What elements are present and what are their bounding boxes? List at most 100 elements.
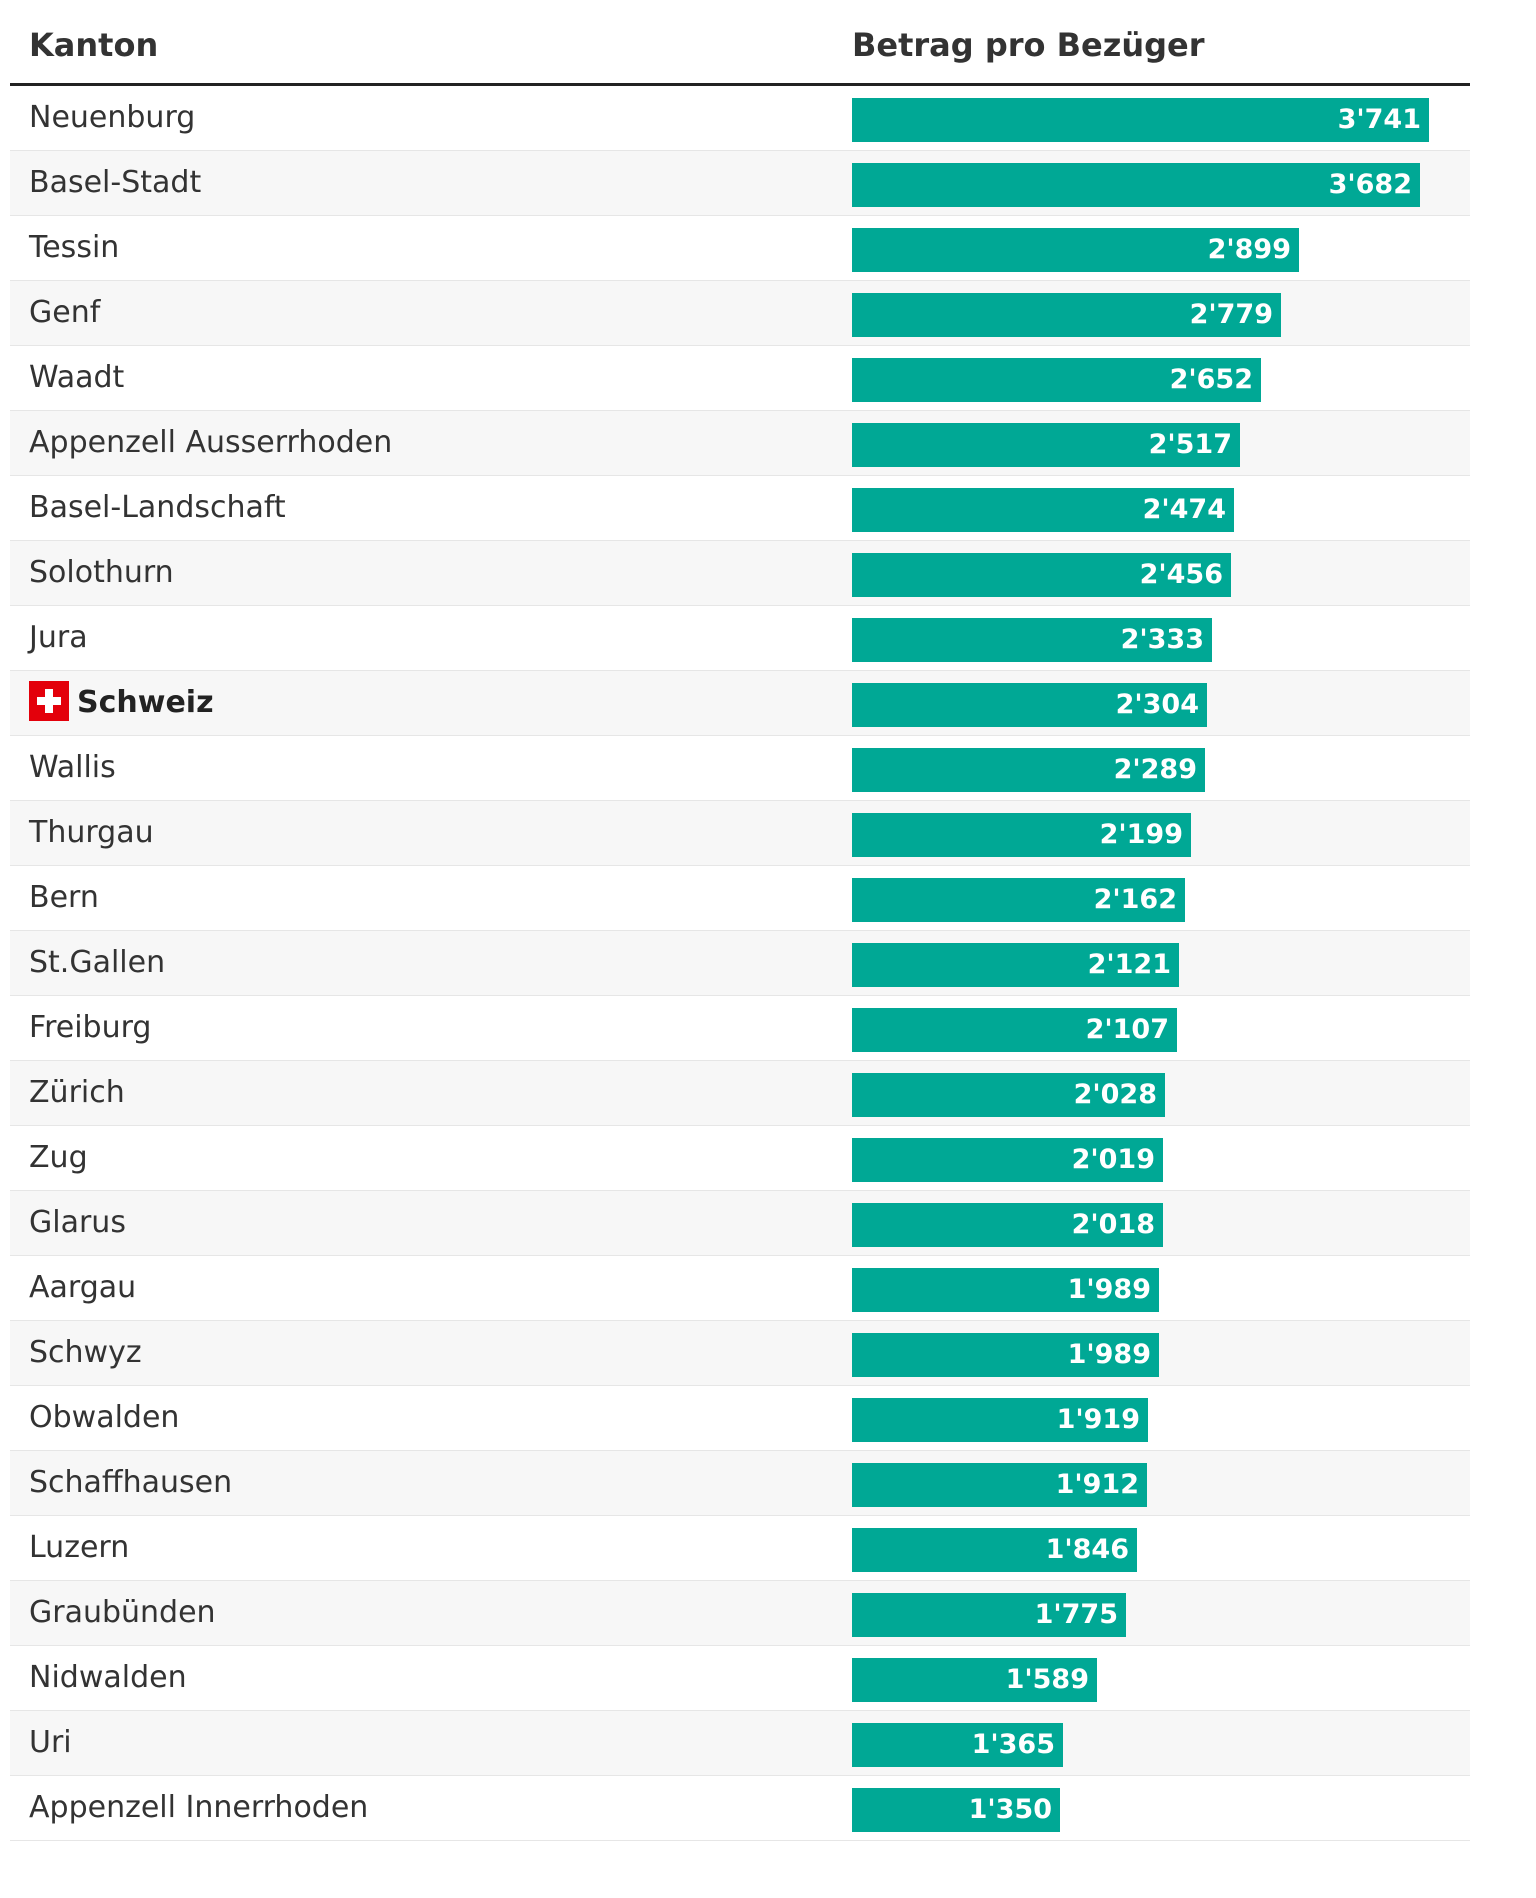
bar-value-label: 2'304 <box>1115 689 1199 720</box>
table-row: Waadt 2'652 <box>10 346 1470 411</box>
bar-value-label: 1'912 <box>1055 1469 1139 1500</box>
row-label-text: Solothurn <box>29 555 174 590</box>
bar: 1'775 <box>852 1593 1126 1637</box>
row-label: Graubünden <box>29 1581 216 1645</box>
row-label: Zürich <box>29 1061 125 1125</box>
row-label: Basel-Landschaft <box>29 476 286 540</box>
bar-value-label: 2'121 <box>1087 949 1171 980</box>
row-label-text: Luzern <box>29 1530 130 1565</box>
bar: 2'333 <box>852 618 1212 662</box>
bar: 1'989 <box>852 1333 1159 1377</box>
row-label-text: Genf <box>29 295 101 330</box>
row-label-text: Glarus <box>29 1205 126 1240</box>
bar-value-label: 2'107 <box>1085 1014 1169 1045</box>
row-label-text: Basel-Stadt <box>29 165 202 200</box>
bar: 1'350 <box>852 1788 1060 1832</box>
table-row: Schweiz 2'304 <box>10 671 1470 736</box>
bar: 2'779 <box>852 293 1281 337</box>
bar: 1'589 <box>852 1658 1097 1702</box>
table-row: Thurgau 2'199 <box>10 801 1470 866</box>
table-header: Kanton Betrag pro Bezüger <box>10 0 1470 86</box>
table-row: Uri 1'365 <box>10 1711 1470 1776</box>
row-label: Thurgau <box>29 801 154 865</box>
row-label: Appenzell Ausserrhoden <box>29 411 392 475</box>
bar: 2'456 <box>852 553 1231 597</box>
bar: 1'365 <box>852 1723 1063 1767</box>
table-row: Zug 2'019 <box>10 1126 1470 1191</box>
row-label: Freiburg <box>29 996 151 1060</box>
column-header-kanton: Kanton <box>29 26 159 64</box>
bar: 2'304 <box>852 683 1207 727</box>
bar-value-label: 1'775 <box>1034 1599 1118 1630</box>
row-label: Zug <box>29 1126 88 1190</box>
bar: 1'989 <box>852 1268 1159 1312</box>
row-label-text: Appenzell Innerrhoden <box>29 1790 369 1825</box>
bar-value-label: 1'989 <box>1067 1339 1151 1370</box>
column-header-betrag: Betrag pro Bezüger <box>852 26 1205 64</box>
row-label: Tessin <box>29 216 119 280</box>
bar-value-label: 2'333 <box>1120 624 1204 655</box>
row-label-text: Bern <box>29 880 99 915</box>
table-row: Jura 2'333 <box>10 606 1470 671</box>
bar-value-label: 1'846 <box>1045 1534 1129 1565</box>
bar: 1'912 <box>852 1463 1147 1507</box>
bar-value-label: 2'517 <box>1148 429 1232 460</box>
row-label-text: Appenzell Ausserrhoden <box>29 425 393 460</box>
bar-value-label: 2'899 <box>1207 234 1291 265</box>
bar-value-label: 3'682 <box>1328 169 1412 200</box>
table-row: Solothurn 2'456 <box>10 541 1470 606</box>
table-row: Appenzell Ausserrhoden 2'517 <box>10 411 1470 476</box>
row-label: Glarus <box>29 1191 126 1255</box>
row-label: Waadt <box>29 346 124 410</box>
bar-value-label: 2'779 <box>1189 299 1273 330</box>
row-label: Neuenburg <box>29 86 195 150</box>
bar: 1'846 <box>852 1528 1137 1572</box>
bar: 2'019 <box>852 1138 1163 1182</box>
table-row: Glarus 2'018 <box>10 1191 1470 1256</box>
bar: 2'121 <box>852 943 1179 987</box>
row-label: Luzern <box>29 1516 129 1580</box>
bar-value-label: 2'199 <box>1099 819 1183 850</box>
row-label: Genf <box>29 281 100 345</box>
table-row: Luzern 1'846 <box>10 1516 1470 1581</box>
bar-value-label: 2'652 <box>1169 364 1253 395</box>
row-label-text: Waadt <box>29 360 125 395</box>
row-label-text: Uri <box>29 1725 72 1760</box>
bar: 2'899 <box>852 228 1299 272</box>
bar-value-label: 2'162 <box>1093 884 1177 915</box>
bar: 2'028 <box>852 1073 1165 1117</box>
row-label-text: Basel-Landschaft <box>29 490 286 525</box>
bar: 2'289 <box>852 748 1205 792</box>
bar: 2'652 <box>852 358 1261 402</box>
bar-chart-table: Kanton Betrag pro Bezüger Neuenburg 3'741… <box>10 0 1470 1841</box>
table-row: Wallis 2'289 <box>10 736 1470 801</box>
row-label: Schaffhausen <box>29 1451 232 1515</box>
row-label: Jura <box>29 606 88 670</box>
table-row: Basel-Stadt 3'682 <box>10 151 1470 216</box>
table-row: Zürich 2'028 <box>10 1061 1470 1126</box>
row-label-text: Aargau <box>29 1270 137 1305</box>
bar: 3'741 <box>852 98 1429 142</box>
bar: 2'018 <box>852 1203 1163 1247</box>
bar-value-label: 1'350 <box>968 1794 1052 1825</box>
row-label-text: Neuenburg <box>29 100 196 135</box>
row-label: Solothurn <box>29 541 174 605</box>
table-row: Freiburg 2'107 <box>10 996 1470 1061</box>
table-row: Genf 2'779 <box>10 281 1470 346</box>
row-label: Uri <box>29 1711 72 1775</box>
bar-value-label: 2'289 <box>1113 754 1197 785</box>
row-label-text: Nidwalden <box>29 1660 187 1695</box>
row-label: Schwyz <box>29 1321 142 1385</box>
bar-value-label: 2'018 <box>1071 1209 1155 1240</box>
row-label-text: Jura <box>29 620 88 655</box>
bar-value-label: 2'456 <box>1139 559 1223 590</box>
row-label-text: Thurgau <box>29 815 154 850</box>
bar: 2'517 <box>852 423 1240 467</box>
bar-value-label: 1'365 <box>971 1729 1055 1760</box>
swiss-flag-icon <box>29 680 69 721</box>
row-label: Appenzell Innerrhoden <box>29 1776 368 1840</box>
row-label: St.Gallen <box>29 931 165 995</box>
table-row: Appenzell Innerrhoden 1'350 <box>10 1776 1470 1841</box>
bar-value-label: 2'474 <box>1142 494 1226 525</box>
row-label-text: Schweiz <box>77 685 214 720</box>
